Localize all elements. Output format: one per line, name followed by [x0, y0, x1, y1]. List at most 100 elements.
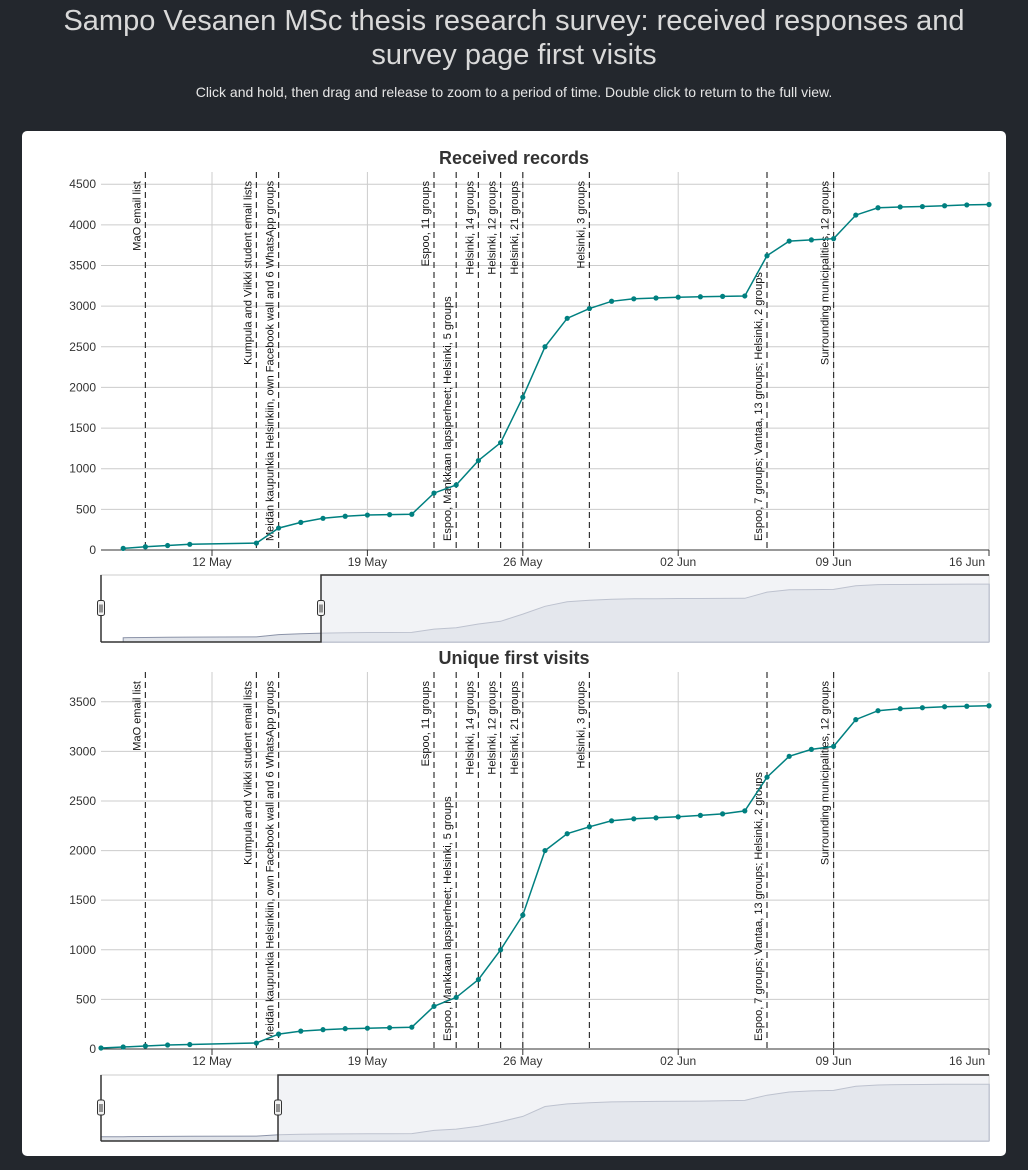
- y-tick-label: 1000: [69, 943, 96, 957]
- series-point: [409, 511, 415, 517]
- y-tick-label: 2500: [69, 340, 96, 354]
- series-point: [697, 294, 704, 300]
- y-tick-label: 500: [76, 992, 96, 1006]
- chart-1: Received records 0 500 1000 1500 2000 2500 3000…: [69, 148, 992, 643]
- series-point: [986, 201, 992, 208]
- series-point: [409, 1024, 415, 1030]
- series-point: [675, 294, 681, 300]
- series-point: [542, 344, 548, 350]
- x-tick-label: 26 May: [503, 555, 542, 569]
- page-title: Sampo Vesanen MSc thesis research survey…: [0, 4, 1028, 72]
- y-tick-label: 3000: [69, 744, 96, 758]
- series-point: [475, 976, 481, 983]
- series-point: [653, 295, 659, 301]
- y-tick-label: 2000: [69, 844, 96, 858]
- series-point: [853, 717, 859, 723]
- page-subtitle: Click and hold, then drag and release to…: [195, 84, 833, 100]
- navigator-left-handle[interactable]: [97, 600, 105, 616]
- series-point: [453, 482, 459, 488]
- charts-canvas[interactable]: Received records 0 500 1000 1500 2000 2500 3000…: [22, 131, 1006, 1156]
- series-point: [742, 293, 748, 299]
- series-line: [123, 203, 990, 550]
- series-point: [764, 253, 770, 259]
- series-point: [720, 293, 726, 299]
- series-point: [564, 315, 570, 321]
- series-point: [520, 912, 526, 918]
- series-point: [120, 545, 126, 551]
- event-label: Helsinki, 3 groups: [575, 681, 587, 769]
- event-label: Espoo, Mankkaan lapsiperheet; Helsinki, …: [442, 796, 454, 1041]
- event-label: Helsinki, 3 groups: [575, 181, 587, 269]
- series-point: [142, 1043, 148, 1049]
- navigator[interactable]: [97, 1074, 990, 1142]
- page-title-line-1: Sampo Vesanen MSc thesis research survey…: [63, 5, 965, 37]
- event-label: Espoo, 11 groups: [420, 681, 432, 767]
- x-tick-label: 26 May: [503, 1054, 542, 1068]
- event-label: Kumpula and Viikki student email lists: [242, 181, 254, 365]
- event-label: Meidän kaupunkia Helsinkiin, own Faceboo…: [265, 180, 277, 541]
- series-point: [564, 831, 570, 837]
- series-point: [320, 1027, 326, 1033]
- x-tick-label: 12 May: [192, 555, 231, 569]
- y-tick-label: 2500: [69, 794, 96, 808]
- series-point: [98, 1045, 104, 1051]
- x-tick-label: 02 Jun: [660, 1054, 696, 1068]
- event-label: Helsinki, 12 groups: [487, 681, 499, 775]
- event-label: Helsinki, 21 groups: [509, 181, 521, 275]
- series-point: [253, 1040, 259, 1046]
- series-point: [387, 512, 393, 518]
- x-tick-label: 09 Jun: [816, 555, 852, 569]
- series-point: [298, 519, 304, 525]
- x-tick-label: 19 May: [348, 1054, 387, 1068]
- series-point: [387, 1025, 393, 1031]
- series-point: [364, 512, 370, 518]
- series-point: [609, 298, 615, 304]
- x-tick-label: 09 Jun: [816, 1054, 852, 1068]
- series-point: [276, 525, 282, 531]
- navigator[interactable]: [97, 574, 990, 643]
- series-point: [276, 1031, 282, 1037]
- series-point: [320, 515, 326, 521]
- event-label: Espoo, 7 groups; Vantaa, 13 groups; Hels…: [753, 772, 765, 1041]
- y-tick-label: 3000: [69, 299, 96, 313]
- chart-title: Received records: [439, 148, 589, 168]
- charts-panel: [22, 131, 1006, 1156]
- series-point: [720, 811, 726, 817]
- series-point: [831, 743, 837, 750]
- series-point: [498, 947, 504, 953]
- event-label: Espoo, Mankkaan lapsiperheet; Helsinki, …: [442, 296, 454, 541]
- series-point: [475, 457, 481, 464]
- series-point: [298, 1028, 304, 1034]
- event-label: Surrounding municipalities, 12 groups: [820, 181, 832, 366]
- event-label: Kumpula and Viikki student email lists: [242, 681, 254, 865]
- event-label: MaO email list: [131, 181, 143, 251]
- series-point: [831, 236, 837, 242]
- navigator-right-handle[interactable]: [317, 600, 325, 616]
- navigator-right-handle[interactable]: [274, 1099, 282, 1116]
- series-point: [431, 1003, 437, 1009]
- series-point: [187, 1041, 193, 1048]
- series-point: [453, 994, 459, 1001]
- chart-2: Unique first visits 0 500 1000 1500 2000 2500 3…: [69, 648, 992, 1142]
- y-tick-label: 0: [89, 1042, 96, 1056]
- series-point: [142, 544, 148, 550]
- series-point: [808, 237, 815, 243]
- series-point: [120, 1044, 126, 1050]
- y-tick-label: 3500: [69, 258, 96, 272]
- x-tick-label: 19 May: [348, 555, 387, 569]
- series-point: [697, 812, 704, 818]
- event-label: MaO email list: [131, 681, 143, 751]
- series-point: [253, 540, 259, 546]
- series-point: [919, 203, 926, 210]
- series-point: [875, 205, 881, 211]
- series-point: [786, 753, 792, 759]
- series-point: [675, 814, 681, 820]
- chart-title: Unique first visits: [438, 648, 589, 668]
- navigator-left-handle[interactable]: [97, 1099, 105, 1116]
- event-label: Meidän kaupunkia Helsinkiin, own Faceboo…: [265, 680, 277, 1041]
- y-tick-label: 500: [76, 502, 96, 516]
- series-point: [875, 708, 881, 714]
- series-point: [964, 202, 970, 208]
- page-title-line-2: survey page first visits: [371, 39, 657, 71]
- event-label: Espoo, 11 groups: [420, 181, 432, 267]
